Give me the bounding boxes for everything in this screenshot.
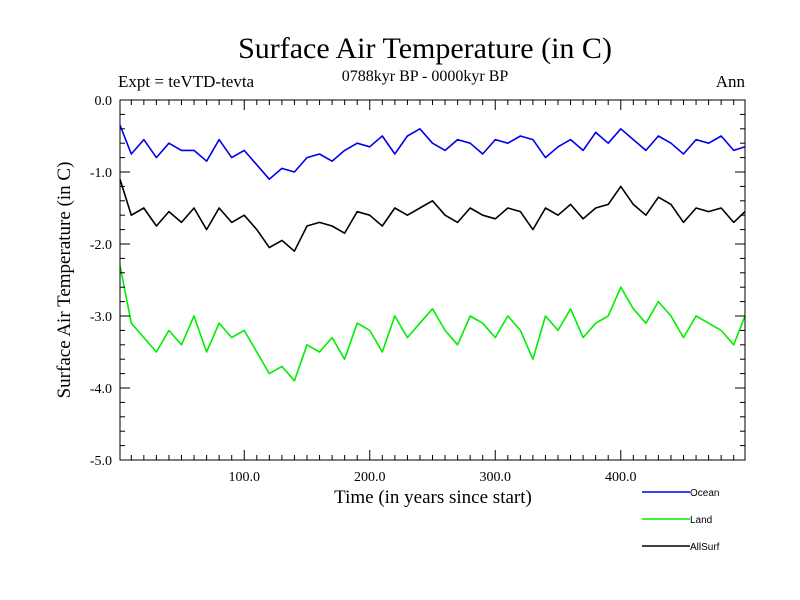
plot-area: 100.0 200.0 300.0 400.0 0.0 -1.0 -2.0 -3.0 -4.0… bbox=[90, 94, 746, 485]
x-tick-label: 100.0 bbox=[228, 470, 260, 485]
plot-frame bbox=[119, 99, 746, 461]
y-tick-label: -4.0 bbox=[90, 382, 112, 397]
experiment-label: Expt = teVTD-tevta bbox=[118, 72, 255, 91]
series-line-land bbox=[119, 265, 746, 382]
y-tick-label: -2.0 bbox=[90, 238, 112, 253]
legend-label-ocean: Ocean bbox=[690, 488, 719, 499]
series-layer bbox=[119, 124, 746, 382]
legend-label-allsurf: AllSurf bbox=[690, 542, 720, 553]
y-axis: 0.0 -1.0 -2.0 -3.0 -4.0 -5.0 bbox=[90, 94, 745, 469]
legend: Ocean Land AllSurf bbox=[642, 488, 720, 553]
y-tick-label: 0.0 bbox=[95, 94, 113, 109]
y-axis-title: Surface Air Temperature (in C) bbox=[54, 162, 75, 399]
y-tick-label: -3.0 bbox=[90, 310, 112, 325]
chart-title: Surface Air Temperature (in C) bbox=[238, 32, 612, 65]
chart-subtitle: 0788kyr BP - 0000kyr BP bbox=[342, 68, 509, 85]
y-tick-label: -1.0 bbox=[90, 166, 112, 181]
x-tick-label: 300.0 bbox=[480, 470, 512, 485]
legend-label-land: Land bbox=[690, 515, 712, 526]
series-line-ocean bbox=[119, 124, 746, 180]
x-axis-title: Time (in years since start) bbox=[334, 487, 532, 508]
season-label: Ann bbox=[716, 72, 746, 91]
x-tick-label: 400.0 bbox=[605, 470, 637, 485]
x-tick-label: 200.0 bbox=[354, 470, 386, 485]
y-tick-label: -5.0 bbox=[90, 454, 112, 469]
series-line-allsurf bbox=[119, 178, 746, 252]
x-axis: 100.0 200.0 300.0 400.0 bbox=[130, 100, 735, 485]
